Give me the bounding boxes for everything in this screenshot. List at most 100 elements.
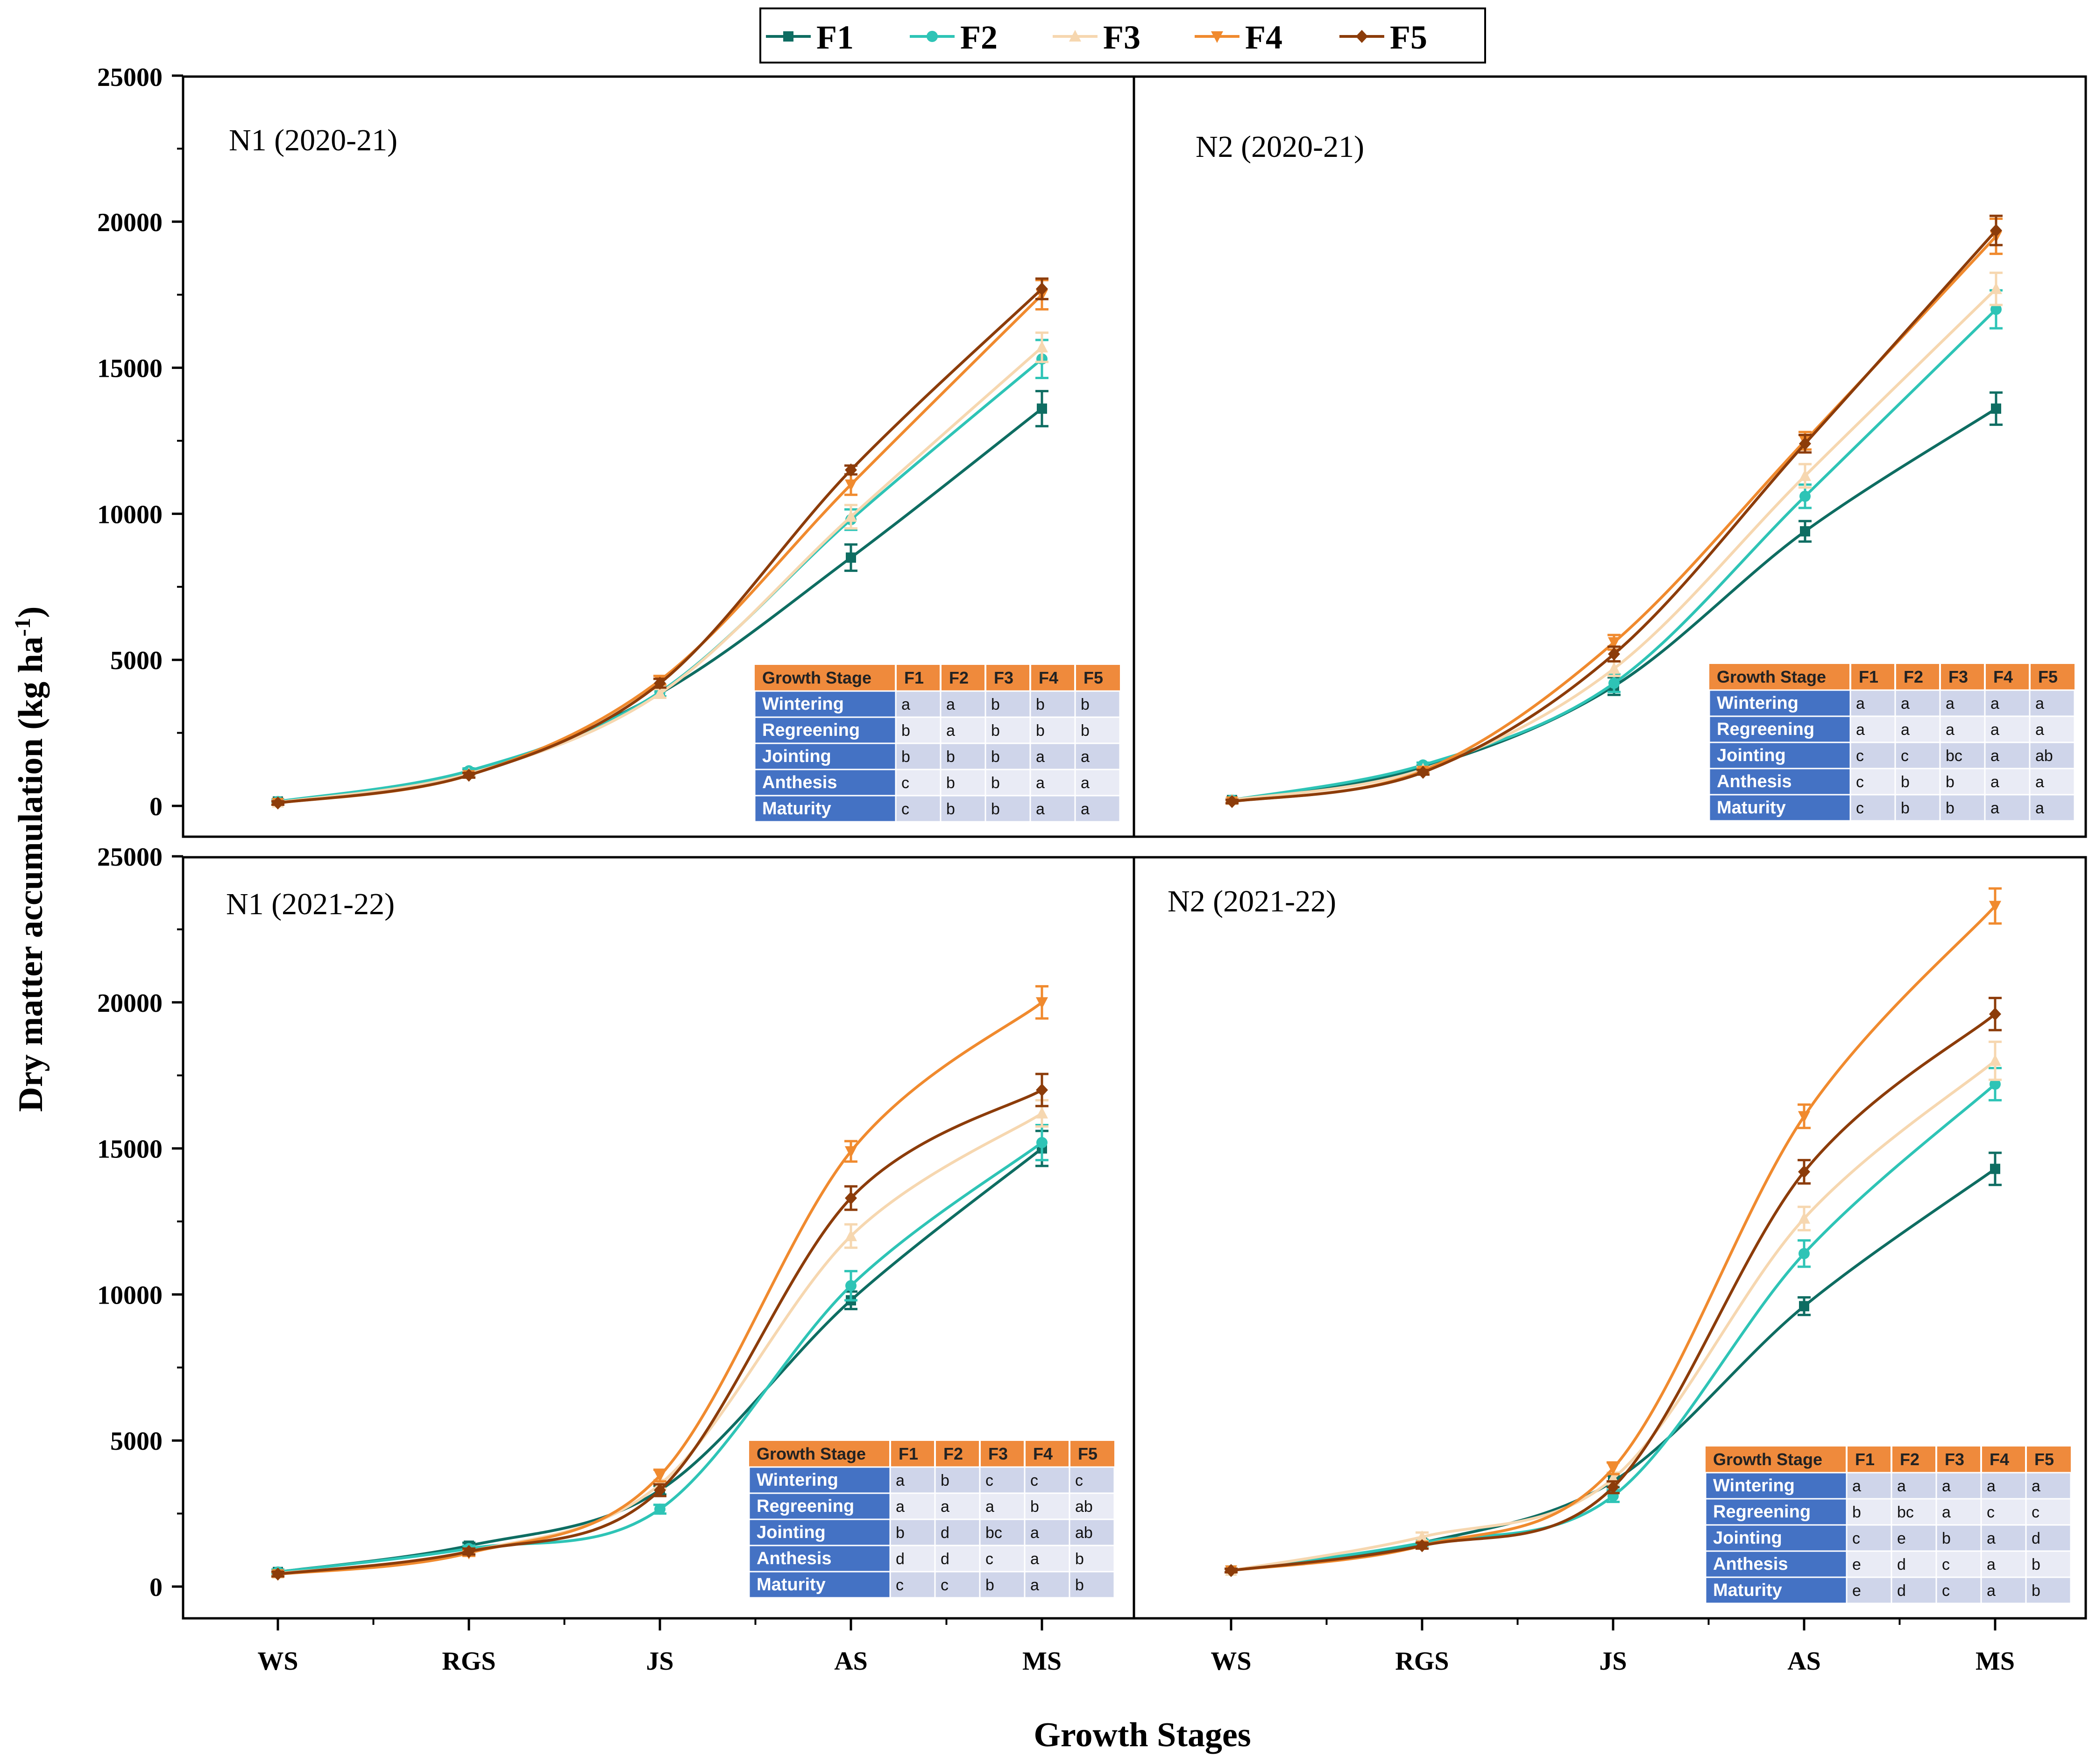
table-cell: a [1901,721,1910,739]
table-cell: b [985,1576,994,1594]
table-cell: a [985,1498,994,1516]
table-header-cell: F3 [994,668,1013,687]
table-header-cell: Growth Stage [757,1444,866,1463]
x-tick-label: JS [1599,1647,1627,1676]
table-cell: d [941,1550,949,1568]
y-tick-label: 0 [149,792,163,821]
table-cell: ab [1075,1524,1093,1542]
x-tick-label: AS [834,1647,868,1676]
y-tick-label: 25000 [97,63,163,92]
table-cell: b [941,1472,949,1489]
table-cell-bg [940,716,986,744]
table-cell: b [1942,1530,1951,1547]
table-cell: c [1942,1582,1950,1600]
data-point-F2-MS [1990,303,2002,315]
data-point-F5-RGS [1417,766,1429,779]
table-header-cell: F2 [949,668,969,687]
table-cell-bg [1980,1576,2027,1604]
series-F5 [1225,214,2003,808]
table-cell: c [896,1576,904,1594]
table-cell-bg [1069,1518,1115,1546]
data-point-F2-JS [1608,677,1620,689]
table-cell: a [2035,721,2044,739]
table-cell: a [1036,748,1045,766]
legend-label: F3 [1103,19,1140,56]
table-header-bg [755,665,1120,691]
table-cell: a [1030,1576,1039,1594]
data-point-F2-AS [1799,490,1811,502]
data-point-F5-WS [272,1567,284,1581]
data-point-F5-JS [1608,647,1620,661]
y-tick-label: 5000 [110,646,163,675]
series-line-F5 [1232,229,1997,803]
table-cell: b [946,800,955,818]
table-cell: c [901,774,909,792]
table-cell-bg [934,1571,981,1599]
table-cell: a [1946,695,1954,713]
series-line-F4 [277,1001,1043,1576]
data-point-F4-JS [654,1470,666,1482]
table-row-label: Anthesis [762,773,837,792]
table-row-label-bg [1705,1498,1848,1526]
table-header-cell: F2 [943,1444,963,1463]
legend-item-F1: F1 [766,19,854,56]
data-point-F3-MS [1036,340,1048,353]
table-header-cell: F4 [1990,1450,2009,1469]
table-cell: a [1081,800,1090,818]
table-cell-bg [1029,795,1076,823]
table-cell: a [1856,695,1865,713]
data-point-F5-JS [654,1483,666,1497]
table-header-cell: F3 [1945,1450,1964,1469]
series-F3 [1225,1040,2002,1576]
table-cell-bg [1891,1576,1937,1604]
table-header-cell: F1 [1859,667,1878,686]
data-point-F3-JS [654,687,666,699]
table-cell: b [2032,1556,2040,1573]
table-cell: a [2035,695,2044,713]
table-cell: b [1030,1498,1039,1516]
table-cell: b [1081,722,1090,740]
data-point-F3-JS [1608,662,1620,674]
table-row-label: Wintering [762,694,844,714]
x-tick-label: RGS [442,1647,496,1676]
table-cell: a [1990,799,1999,817]
table-row-label: Wintering [1717,693,1799,713]
table-header-cell: Growth Stage [1717,667,1826,686]
table-cell: b [991,800,1000,818]
table-cell-bg [1894,715,1941,743]
table-cell-bg [1846,1524,1892,1552]
data-point-F4-MS [1989,901,2001,913]
table-header-cell: Growth Stage [762,668,871,687]
table-cell: c [1856,747,1864,765]
table-cell-bg [1849,768,1896,796]
table-cell: bc [1946,747,1962,765]
table-cell-bg [1939,715,1986,743]
table-cell: a [2035,799,2044,817]
data-point-F5-RGS [463,769,475,782]
table-cell: a [1987,1556,1996,1573]
table-cell: a [1081,748,1090,766]
table-cell: a [946,696,955,713]
data-point-F5-WS [1225,1564,1237,1577]
legend-marker-F4 [1211,31,1223,43]
table-cell-bg [1074,716,1121,744]
table-cell: b [991,748,1000,766]
x-axis-title: Growth Stages [1034,1716,1251,1754]
y-tick-label: 10000 [97,500,163,529]
table-cell: d [941,1524,949,1542]
table-cell-bg [1984,794,2031,822]
table-cell: b [991,722,1000,740]
data-point-F3-MS [1989,1054,2001,1066]
table-cell: d [1897,1582,1906,1600]
table-cell-bg [1894,768,1941,796]
table-cell-bg [1849,689,1896,717]
table-row-label-bg [1708,794,1851,822]
series-line-F2 [1231,1083,1996,1572]
table-cell: a [946,722,955,740]
table-cell: a [1942,1503,1951,1521]
y-axis-title-superscript: -1 [10,618,35,636]
table-row-label: Maturity [1717,798,1786,818]
table-cell: b [1946,799,1954,817]
table-header-cell: F4 [1039,668,1058,687]
